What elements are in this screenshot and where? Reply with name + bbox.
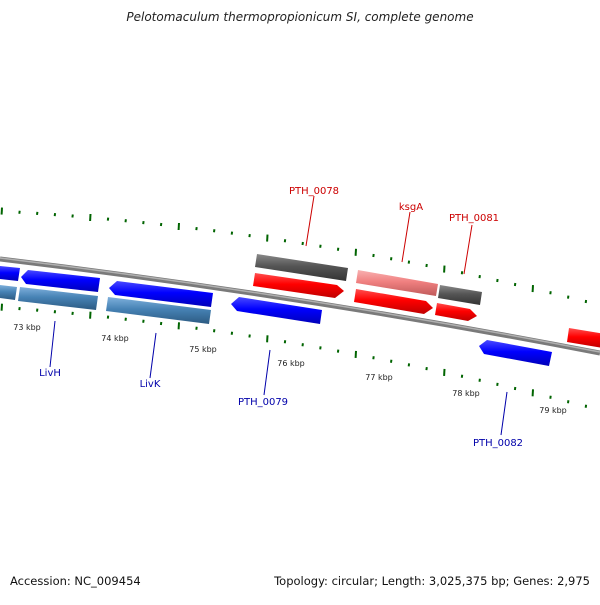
gene-label-pth-0079[interactable]: PTH_0079 [238, 397, 288, 408]
gene-leftmost-blue[interactable] [0, 266, 20, 281]
gene-label-pth-0082[interactable]: PTH_0082 [473, 438, 523, 449]
gene-pth-0081-cds[interactable] [435, 303, 477, 321]
accession-label: Accession: NC_009454 [10, 574, 141, 588]
tick-label-76: 76 kbp [277, 359, 305, 368]
gene-label-pth-0081[interactable]: PTH_0081 [449, 213, 499, 224]
gene-label-livk[interactable]: LivK [140, 379, 161, 390]
tick-label-74: 74 kbp [101, 334, 129, 343]
tick-label-78: 78 kbp [452, 389, 480, 398]
gene-label-pth-0078[interactable]: PTH_0078 [289, 186, 339, 197]
tick-label-75: 75 kbp [189, 345, 217, 354]
genome-summary: Topology: circular; Length: 3,025,375 bp… [274, 574, 590, 588]
tick-label-73: 73 kbp [13, 323, 41, 332]
gene-right-edge-cds[interactable] [567, 328, 600, 348]
gene-left-steel[interactable] [0, 285, 17, 300]
tick-label-79: 79 kbp [539, 406, 567, 415]
gene-label-ksga[interactable]: ksgA [399, 202, 423, 213]
kbp-labels: 73 kbp 74 kbp 75 kbp 76 kbp 77 kbp 78 kb… [13, 323, 567, 415]
genome-title: Pelotomaculum thermopropionicum SI, comp… [0, 10, 600, 24]
gene-pth-0081-grey[interactable] [438, 285, 482, 305]
gene-label-livh[interactable]: LivH [39, 368, 61, 379]
tick-label-77: 77 kbp [365, 373, 393, 382]
